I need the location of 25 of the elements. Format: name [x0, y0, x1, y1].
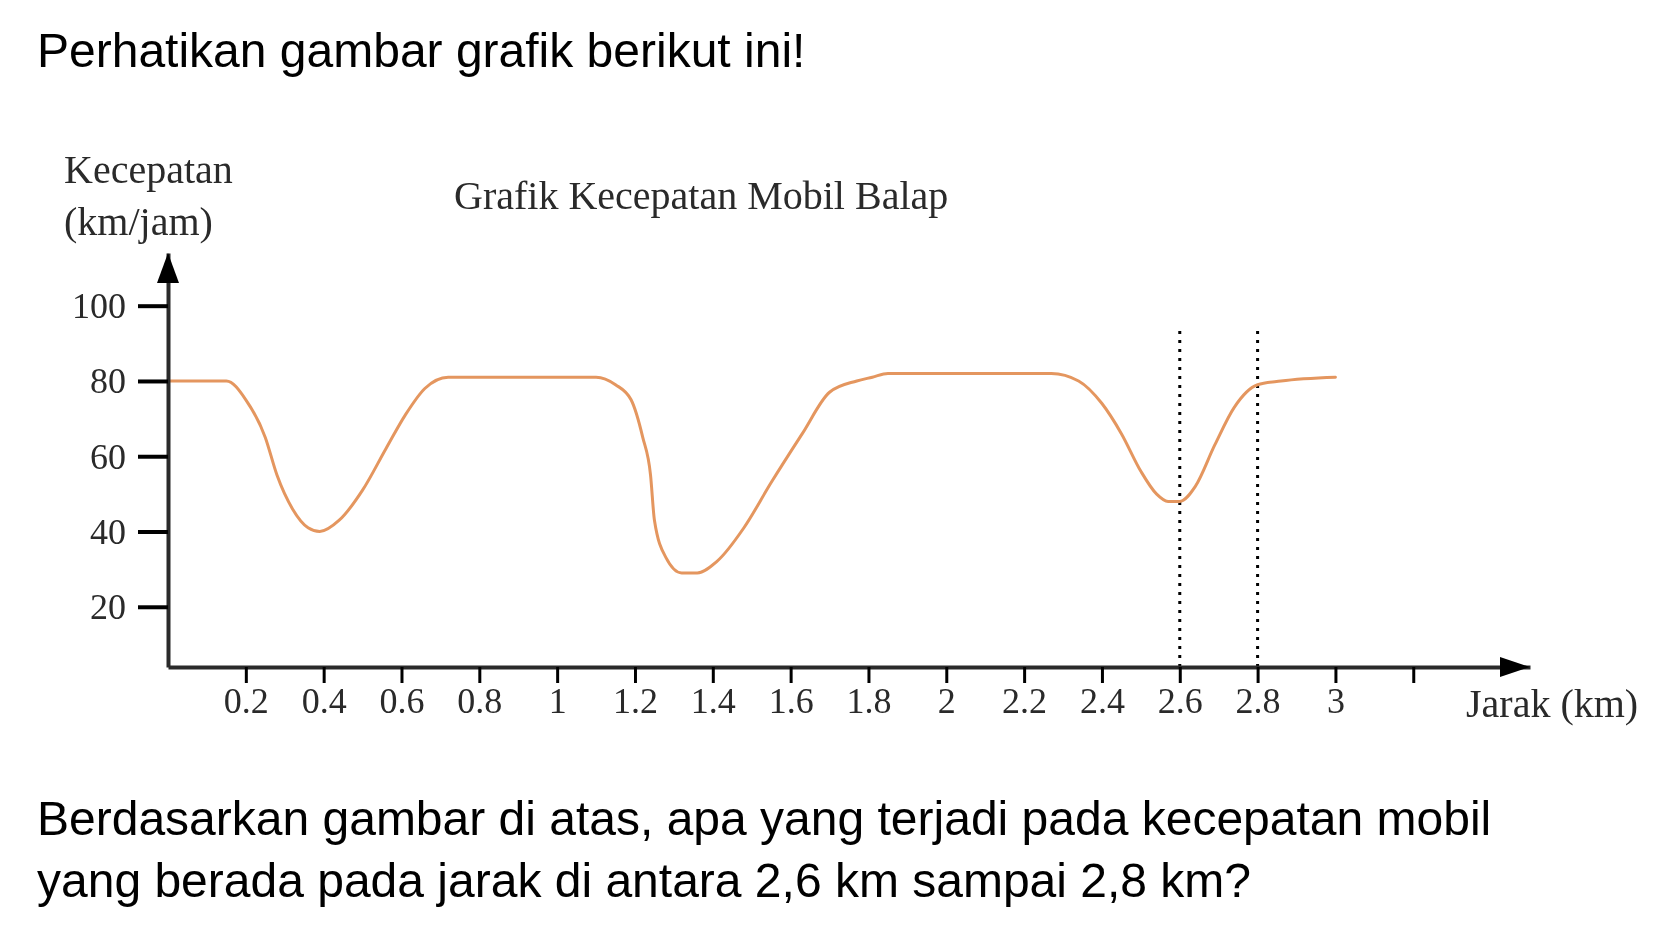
x-tick-label: 2 — [937, 681, 956, 721]
x-tick-label: 3 — [1326, 681, 1345, 721]
x-tick-label: 1.4 — [690, 681, 736, 721]
x-tick-label: 1.2 — [612, 681, 658, 721]
text: Berdasarkan gambar di atas, apa yang terjadi pada kecepatan mobil yang berada pada jarak di antara 2,6 km sampai 2,8 km? — [37, 791, 1493, 909]
x-tick-label: 0.4 — [301, 681, 347, 721]
y-tick-label: 20 — [90, 587, 126, 628]
y-tick-label: 40 — [90, 512, 126, 553]
x-tick-label: 2.4 — [1079, 681, 1125, 721]
y-tick-label: 100 — [72, 286, 126, 327]
text: Perhatikan gambar grafik berikut ini! — [37, 23, 806, 79]
y-tick-label: 80 — [90, 361, 126, 402]
x-tick-label: 1.6 — [768, 681, 814, 721]
x-tick-label: 0.8 — [457, 681, 503, 721]
x-axis-title: Jarak (km) — [1466, 680, 1639, 726]
chart-title: Grafik Kecepatan Mobil Balap — [454, 172, 949, 218]
x-tick-label: 0.6 — [379, 681, 425, 721]
x-tick-label: 1 — [548, 681, 567, 721]
x-tick-label: 0.2 — [223, 681, 269, 721]
x-tick-label: 2.8 — [1235, 681, 1281, 721]
y-tick-label: 60 — [90, 436, 126, 477]
x-tick-label: 2.6 — [1157, 681, 1203, 721]
y-axis-title: Kecepatan (km/jam) — [64, 146, 233, 244]
x-tick-label: 1.8 — [846, 681, 892, 721]
x-tick-label: 2.2 — [1002, 681, 1048, 721]
